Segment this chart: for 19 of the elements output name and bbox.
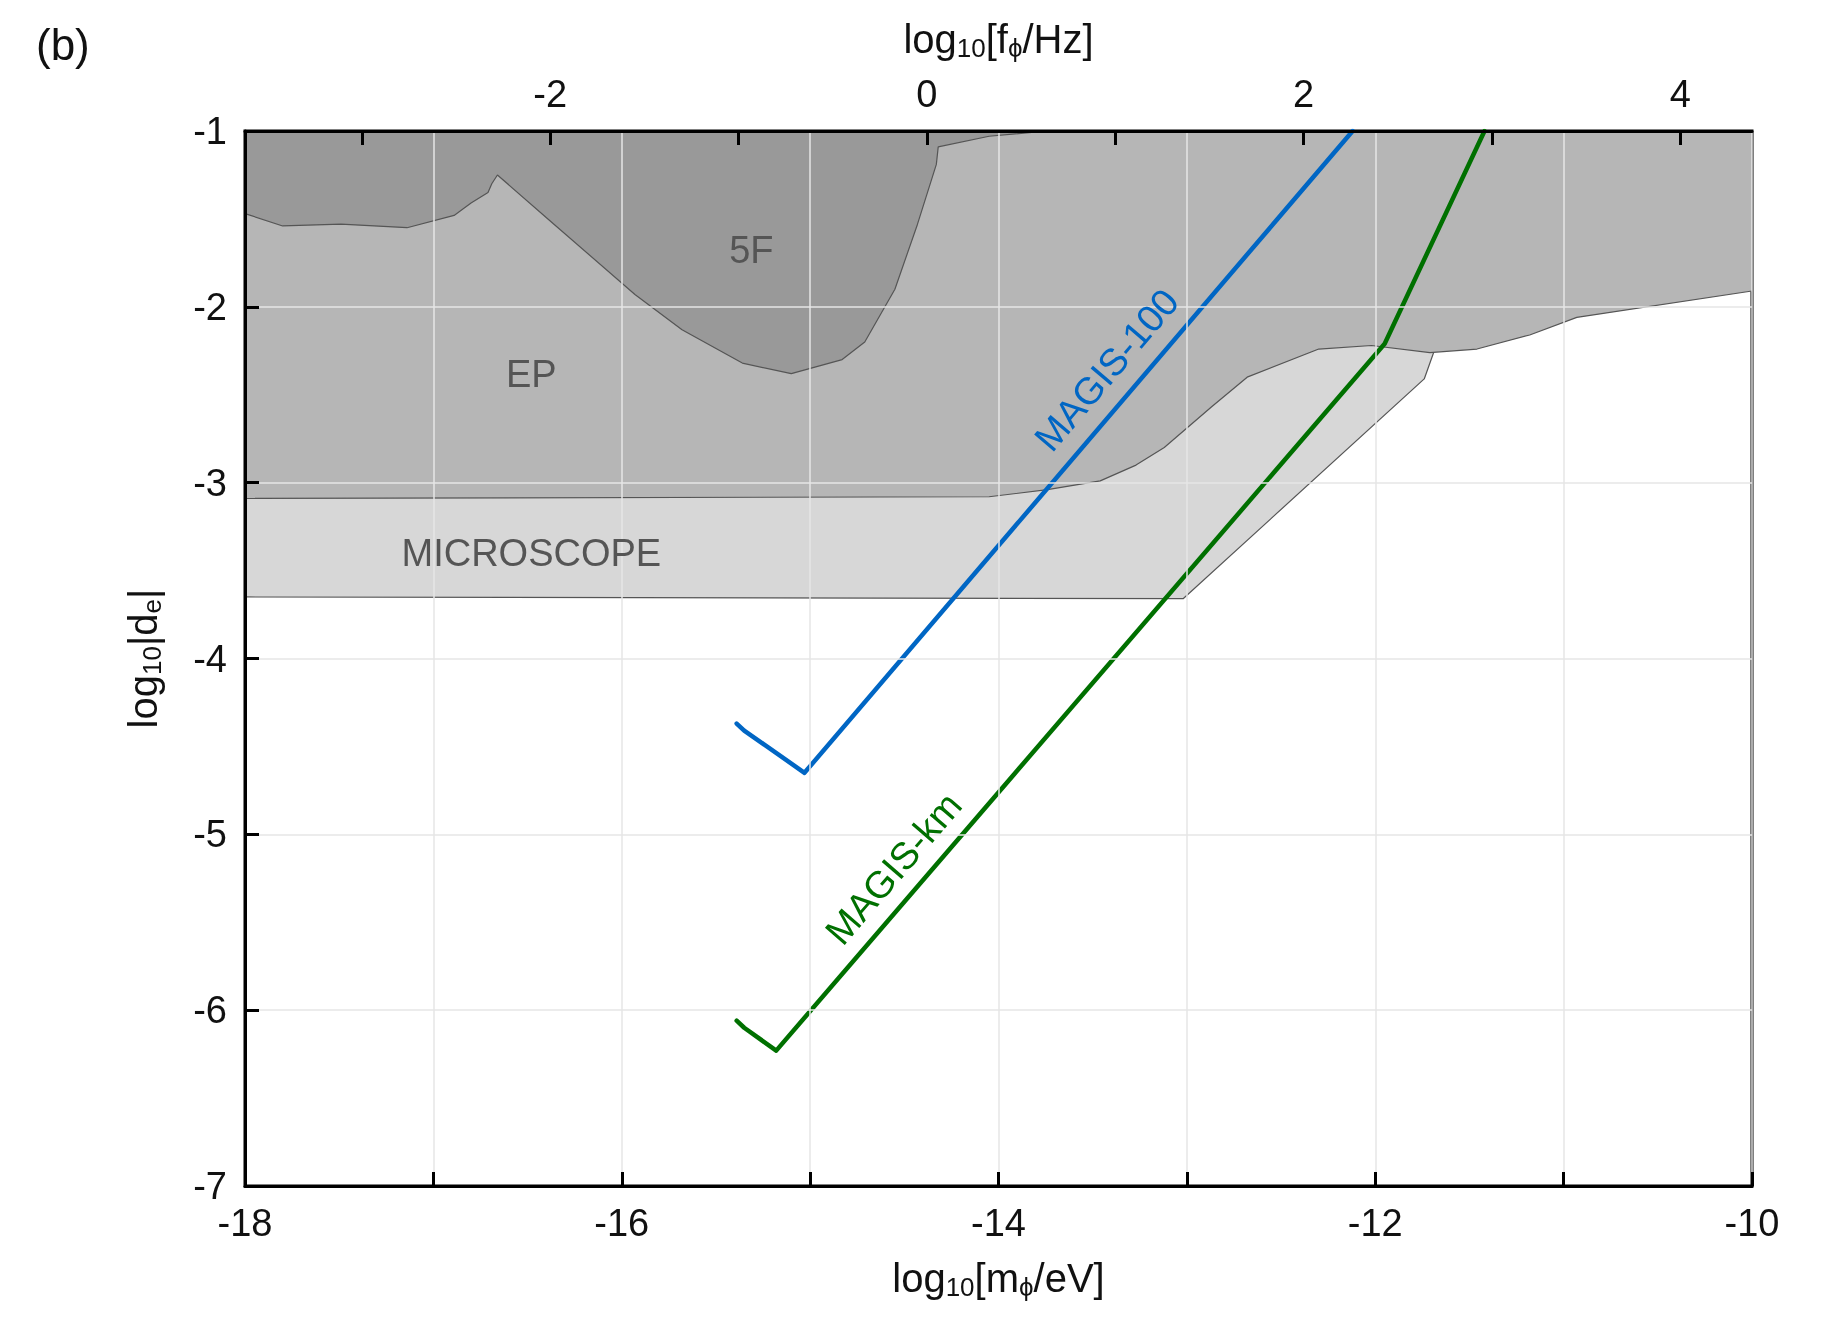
y-axis-title: log10|de| <box>121 588 167 729</box>
series-label: MICROSCOPE <box>401 532 662 574</box>
y-tick-label: -2 <box>193 285 227 328</box>
x2-tick-label: -2 <box>533 73 568 115</box>
series-label: EP <box>505 352 557 395</box>
y-tick-label: -4 <box>193 637 227 680</box>
x2-tick-label: 2 <box>1293 73 1315 115</box>
text: (b) <box>36 19 90 69</box>
x-tick-label: -14 <box>971 1202 1026 1244</box>
y-tick-label: -6 <box>193 989 227 1032</box>
x2-tick-label: 4 <box>1669 73 1691 115</box>
x-tick-label: -10 <box>1724 1202 1780 1244</box>
x2-tick-label: 0 <box>916 73 938 115</box>
y-tick-label: -5 <box>193 813 227 856</box>
y-tick-label: -1 <box>193 110 227 152</box>
x-tick-label: -16 <box>594 1202 650 1244</box>
x-tick-label: -12 <box>1347 1202 1403 1244</box>
series-label: 5F <box>729 229 774 272</box>
y-tick-label: -3 <box>193 461 227 504</box>
